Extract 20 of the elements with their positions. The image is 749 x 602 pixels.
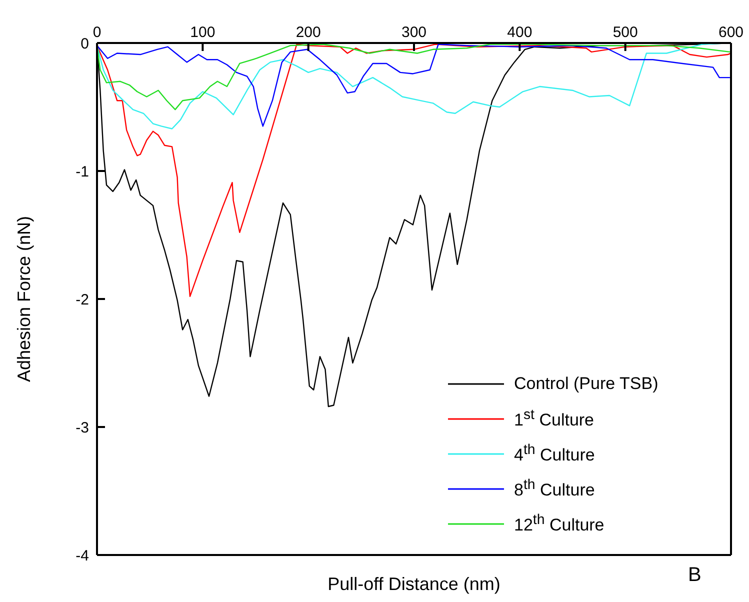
x-tick-label: 600 <box>718 24 744 41</box>
x-tick-label: 0 <box>92 24 102 41</box>
x-tick-label: 300 <box>401 24 427 41</box>
y-tick-label: -3 <box>76 419 89 436</box>
text: B <box>688 564 702 587</box>
x-tick-label: 100 <box>190 24 216 41</box>
y-tick-label: 0 <box>80 35 89 52</box>
legend-label: Control (Pure TSB) <box>514 374 658 394</box>
x-tick-label: 500 <box>612 24 638 41</box>
legend-label: 12$^{th}$ Culture <box>514 512 604 536</box>
x-tick-label: 400 <box>507 24 532 41</box>
y-tick-label: -2 <box>76 291 89 308</box>
legend-label: 8$^{th}$ Culture <box>514 476 595 500</box>
y-tick-label: -1 <box>76 163 89 180</box>
y-tick-label: -4 <box>76 547 89 564</box>
legend-label: 4$^{th}$ Culture <box>514 442 595 466</box>
x-axis-title: Pull-off Distance (nm) <box>328 574 500 594</box>
y-axis-title: Adhesion Force (nN) <box>14 216 34 382</box>
x-tick-label: 200 <box>296 24 321 41</box>
legend-label: 1$^{st}$ Culture <box>514 406 594 430</box>
